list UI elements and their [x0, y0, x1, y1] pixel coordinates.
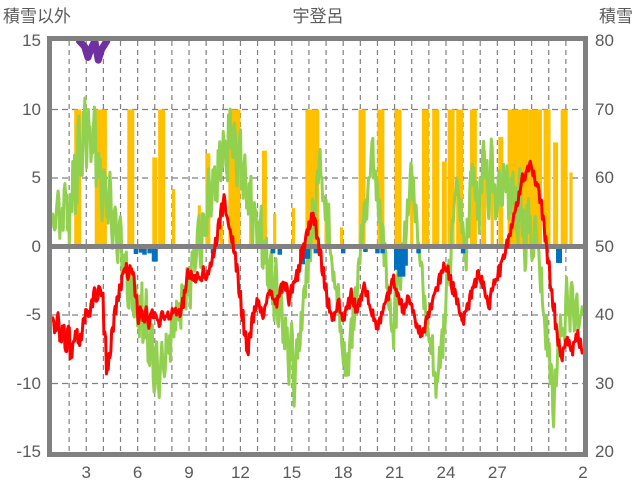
x-tick-2: 2	[578, 463, 588, 482]
x-tick-21: 21	[385, 463, 405, 482]
right-tick-40: 40	[595, 305, 614, 324]
left-axis-label: 積雪以外	[3, 7, 71, 26]
x-tick-3: 3	[81, 463, 91, 482]
right-tick-50: 50	[595, 236, 614, 256]
right-tick-70: 70	[595, 99, 614, 119]
temperature-line	[52, 159, 583, 376]
right-tick-80: 80	[595, 31, 614, 50]
left-tick-15: 15	[22, 31, 41, 50]
left-tick--5: -5	[25, 305, 41, 324]
x-tick-12: 12	[230, 463, 250, 482]
left-tick--15: -15	[16, 442, 41, 461]
x-tick-18: 18	[333, 463, 353, 482]
x-tick-27: 27	[487, 463, 507, 482]
left-tick-10: 10	[22, 99, 41, 119]
right-tick-60: 60	[595, 168, 614, 187]
right-tick-20: 20	[595, 442, 614, 461]
gridlines	[52, 41, 583, 452]
x-tick-9: 9	[184, 463, 194, 482]
left-tick-5: 5	[31, 168, 41, 187]
plot-area	[47, 36, 588, 457]
right-axis-label: 積雪	[599, 7, 633, 26]
weather-chart-svg	[52, 41, 583, 452]
x-tick-15: 15	[282, 463, 302, 482]
left-tick-0: 0	[31, 236, 41, 256]
x-tick-6: 6	[132, 463, 143, 482]
green-series-line	[52, 96, 583, 429]
upper-purple-trace	[75, 41, 111, 64]
left-tick--10: -10	[16, 373, 41, 393]
right-tick-30: 30	[595, 373, 614, 393]
x-tick-24: 24	[436, 463, 456, 482]
chart-title: 宇登呂	[292, 7, 344, 26]
plot-canvas	[52, 41, 583, 452]
